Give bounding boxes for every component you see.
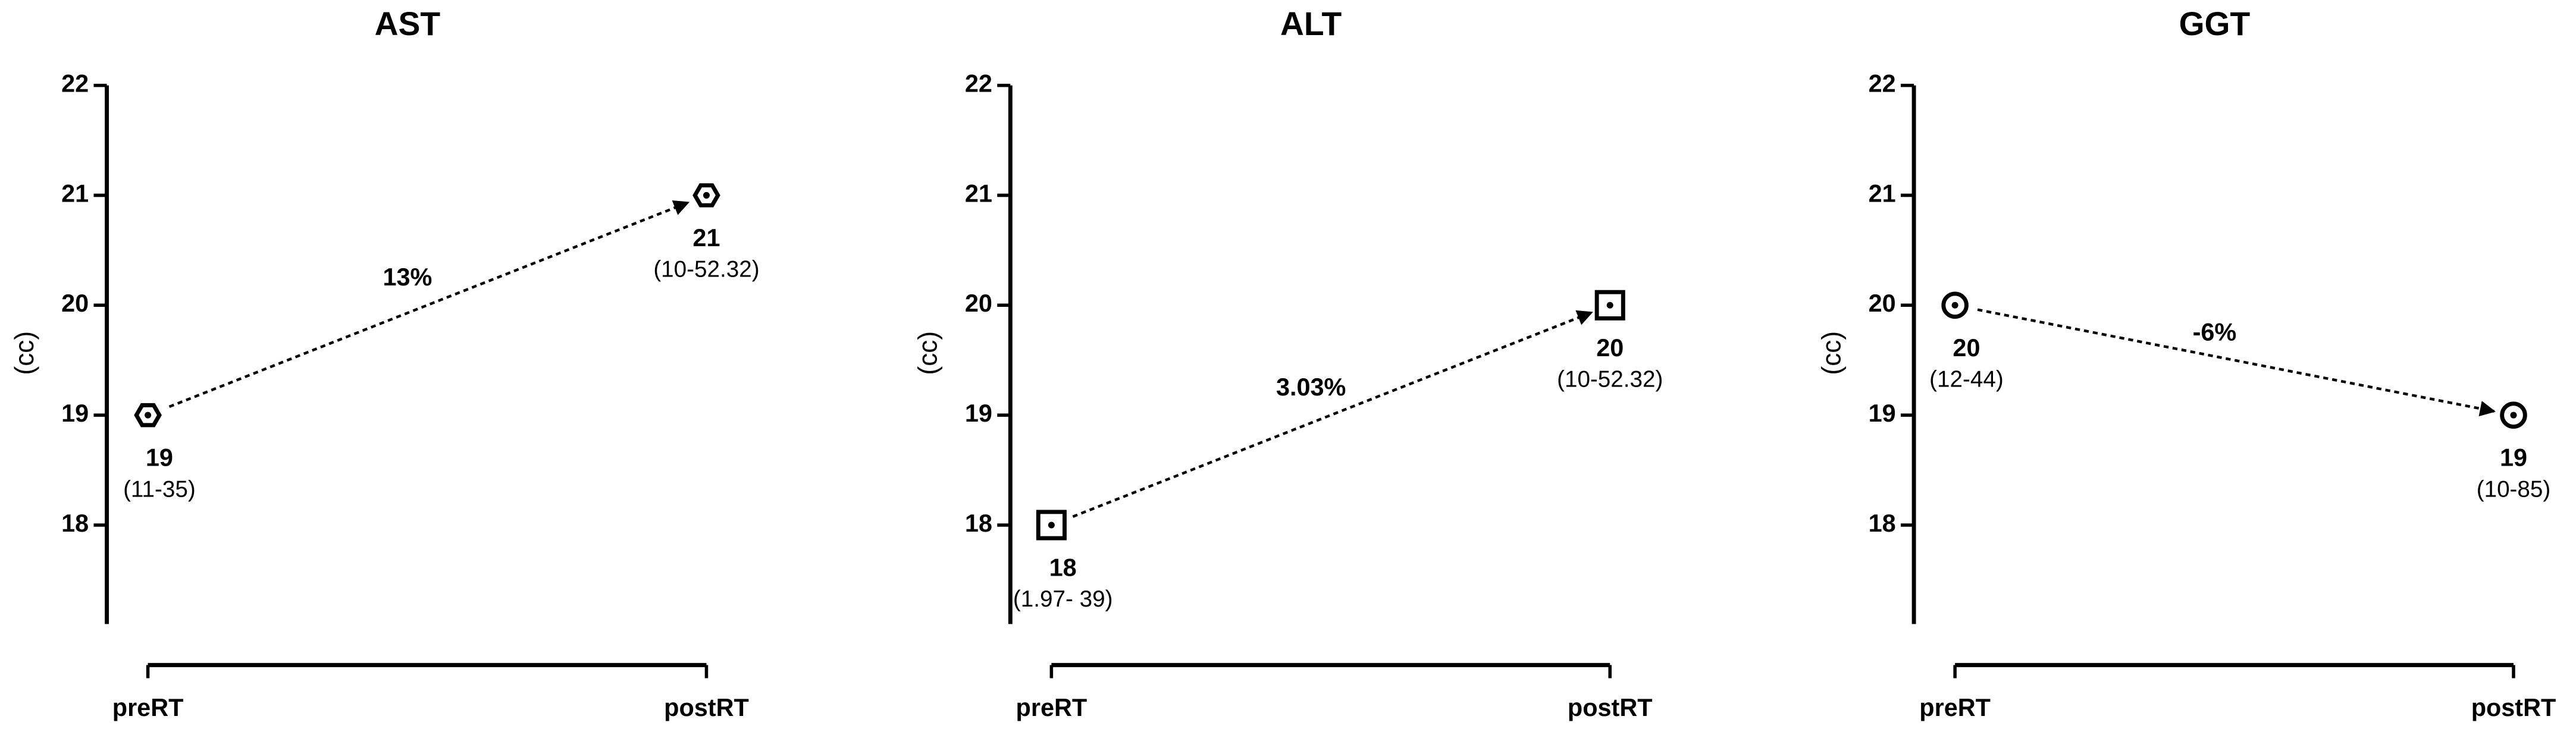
range-label: (10-52.32) [653,257,759,282]
y-tick-label: 21 [61,180,89,207]
value-label: 20 [1596,334,1624,362]
range-label: (11-35) [123,476,196,502]
y-tick-label: 20 [61,290,89,317]
y-tick-label: 18 [61,510,89,537]
chart-title: GGT [2179,5,2251,42]
data-point-dot [1048,522,1055,529]
y-tick-label: 18 [1869,510,1896,537]
y-tick-label: 19 [965,400,992,427]
range-label: (1.97- 39) [1013,586,1113,612]
x-tick-label: postRT [664,694,749,721]
y-tick-label: 22 [965,70,992,98]
change-label: 3.03% [1276,373,1346,401]
y-axis-label: (cc) [914,331,943,375]
range-label: (10-52.32) [1557,367,1663,392]
value-label: 18 [1049,554,1077,581]
x-tick-label: postRT [1568,694,1653,721]
chart-title: ALT [1280,5,1342,42]
y-tick-label: 22 [61,70,89,98]
y-axis-label: (cc) [1817,331,1846,375]
value-label: 19 [146,444,173,472]
data-point-group [1594,290,1625,321]
y-tick-label: 20 [965,290,992,317]
change-label: -6% [2193,318,2237,345]
change-arrow [168,200,690,409]
change-arrow [1977,308,2496,417]
range-label: (10-85) [2477,476,2551,502]
data-point-group [2500,401,2527,429]
y-axis-label: (cc) [10,331,39,375]
data-point-dot [703,191,710,199]
data-point-dot [2510,412,2517,419]
x-tick-label: preRT [112,694,184,721]
data-point-group [1036,510,1067,541]
data-point-dot [1951,301,1958,309]
value-label: 21 [692,224,720,252]
y-tick-label: 21 [1869,180,1896,207]
y-tick-label: 18 [965,510,992,537]
y-tick-label: 19 [1869,400,1896,427]
data-point-dot [145,412,152,419]
x-tick-label: postRT [2471,694,2556,721]
data-point-dot [1606,301,1613,309]
change-arrow [1072,310,1593,518]
y-tick-label: 20 [1869,290,1896,317]
x-tick-label: preRT [1016,694,1088,721]
y-tick-label: 22 [1869,70,1896,98]
data-point-group [692,183,720,208]
y-tick-label: 19 [61,400,89,427]
change-label: 13% [383,263,432,291]
value-label: 19 [2500,444,2527,472]
value-label: 20 [1953,334,1980,362]
x-tick-label: preRT [1919,694,1991,721]
data-point-group [134,403,162,428]
y-tick-label: 21 [965,180,992,207]
range-label: (12-44) [1929,367,2004,392]
data-point-group [1941,291,1969,319]
chart-title: AST [375,5,441,42]
